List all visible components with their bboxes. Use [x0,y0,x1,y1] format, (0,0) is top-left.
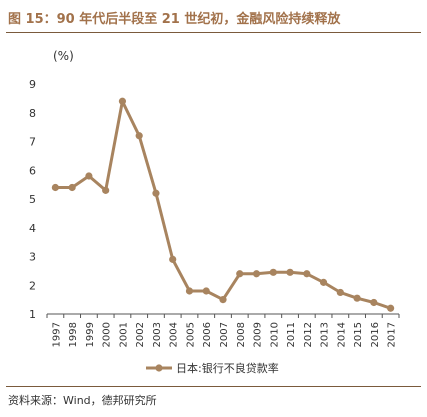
y-tick-label: 1 [29,308,36,321]
x-axis: 1997 1998 1999 2000 2001 2002 2003 2004 2005 2006… [46,313,400,347]
x-tick-label: 2013 [320,322,331,347]
x-tick-label: 2011 [286,322,297,347]
data-point [51,183,59,192]
data-point [102,186,110,194]
legend: 日本:银行不良贷款率 [146,361,279,375]
data-point [353,294,361,302]
data-point [68,183,76,192]
legend-label: 日本:银行不良贷款率 [176,361,279,375]
x-tick-label: 2005 [185,322,196,347]
source-note: 资料来源：Wind，德邦研究所 [8,394,157,407]
data-point [336,288,344,297]
data-point [185,287,194,295]
x-tick-label: 1998 [68,322,79,347]
x-tick-label: 2006 [202,322,213,347]
data-point [135,132,143,140]
y-axis: 1 2 3 4 5 6 7 8 9 [29,78,36,321]
data-point [370,298,378,307]
x-tick-label: 2008 [236,322,247,347]
x-tick-label: 2000 [102,322,113,347]
x-tick-label: 2003 [152,322,163,347]
x-tick-label: 2012 [303,322,314,347]
top-divider [6,32,421,33]
bottom-divider [6,386,421,387]
data-point [202,287,210,295]
y-unit-label: (%) [53,49,74,63]
x-tick-label: 2014 [336,322,347,347]
data-point [85,172,93,180]
data-point [303,270,311,278]
series-group [51,97,395,312]
series-line [53,99,393,310]
data-point [118,97,127,105]
y-tick-label: 3 [29,251,36,264]
x-tick-label: 2004 [169,322,180,347]
data-point [252,270,261,278]
legend-marker [155,364,163,372]
y-tick-label: 5 [29,193,36,206]
y-tick-label: 4 [29,222,36,235]
y-tick-label: 2 [29,279,36,292]
x-tick-label: 2001 [118,322,129,347]
x-tick-label: 1999 [85,322,96,347]
chart-title: 图 15：90 年代后半段至 21 世纪初，金融风险持续释放 [8,12,341,27]
x-tick-label: 2010 [269,322,280,347]
y-tick-label: 8 [29,107,36,120]
x-tick-label: 2015 [353,322,364,347]
y-tick-label: 6 [29,164,36,177]
data-point [387,304,395,312]
x-tick-label: 2017 [387,322,398,347]
x-tick-label: 1997 [51,322,62,347]
x-tick-label: 2007 [219,322,230,347]
y-tick-label: 9 [29,78,36,91]
data-point [319,278,328,286]
data-point [152,189,160,197]
data-point [269,268,277,276]
data-point [169,255,177,263]
data-point [286,268,294,276]
y-tick-label: 7 [29,136,36,149]
data-point [219,296,227,304]
x-tick-label: 2009 [253,322,264,347]
data-point [236,270,244,278]
x-tick-label: 2016 [370,322,381,347]
x-tick-label: 2002 [135,322,146,347]
